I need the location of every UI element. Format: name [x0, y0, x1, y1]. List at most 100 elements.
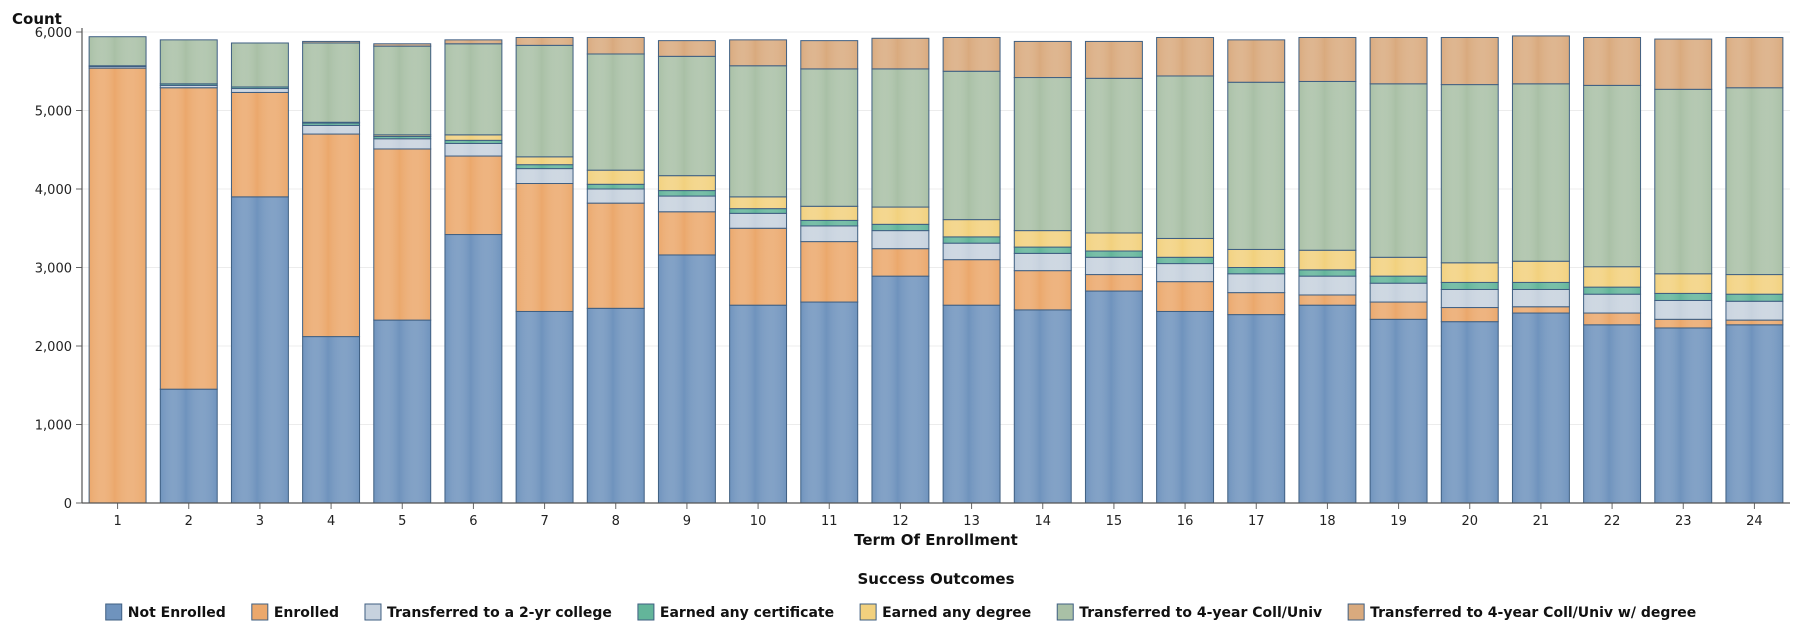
- x-tick-label: 8: [612, 514, 620, 529]
- bar-segment: [586, 188, 645, 204]
- x-tick-label: 9: [683, 514, 691, 529]
- bar-segment-sheen: [1654, 327, 1712, 503]
- bar-segment-sheen: [943, 219, 1001, 237]
- bar-segment-sheen: [1512, 282, 1570, 290]
- bar-segment-sheen: [1370, 37, 1428, 84]
- bar-segment: [1227, 273, 1286, 294]
- bar-segment: [1013, 252, 1072, 272]
- legend: Success Outcomes Not Enrolled Enrolled Tran…: [105, 570, 1696, 621]
- bar-segment: [1227, 292, 1286, 316]
- legend-label: Earned any certificate: [660, 605, 834, 621]
- bar-segment-sheen: [516, 37, 574, 46]
- bar-segment: [1298, 269, 1357, 277]
- bar-segment: [515, 168, 574, 185]
- bar-segment-sheen: [1725, 274, 1783, 295]
- bar-segment: [586, 307, 645, 504]
- bar-segment-sheen: [373, 138, 431, 149]
- legend-item: Enrolled: [251, 603, 339, 621]
- bar-segment-sheen: [1370, 83, 1428, 258]
- bar-segment: [1227, 81, 1286, 250]
- bar-segment: [1583, 84, 1642, 268]
- bar-segment: [942, 304, 1001, 504]
- bar-segment-sheen: [302, 336, 360, 503]
- bar-segment: [444, 43, 503, 136]
- bar-segment-sheen: [1725, 37, 1783, 88]
- bar-segment: [1654, 88, 1713, 275]
- bar-segment: [373, 43, 432, 47]
- x-tick-label: 24: [1746, 514, 1763, 529]
- bar-segment: [1583, 36, 1642, 86]
- bar-segment-outline: [1156, 36, 1215, 77]
- bar-segment: [515, 44, 574, 158]
- bar-segment-sheen: [231, 42, 289, 87]
- bar-segment-sheen: [587, 308, 645, 503]
- bar-segment-sheen: [587, 203, 645, 309]
- bar-segment: [444, 39, 503, 45]
- bar-segment-sheen: [1370, 319, 1428, 503]
- bar-segment-sheen: [89, 66, 147, 69]
- bar-segment-sheen: [1298, 37, 1356, 82]
- bar-segment: [1298, 275, 1357, 296]
- bar-segment-sheen: [1441, 37, 1499, 85]
- bar-segment-sheen: [1583, 287, 1641, 295]
- bar-segment: [1013, 230, 1072, 248]
- bar-segment: [444, 155, 503, 236]
- bar-segment: [942, 219, 1001, 238]
- bar-segment-sheen: [1583, 85, 1641, 267]
- bar-segment-sheen: [800, 206, 858, 221]
- bar-segment-outline: [515, 36, 574, 46]
- bar-segment-sheen: [1298, 294, 1356, 306]
- bar-segment: [1725, 324, 1784, 504]
- bar-segment: [800, 68, 859, 207]
- bar-segment-outline: [586, 36, 645, 55]
- bar-segment-sheen: [444, 234, 502, 503]
- bar-segment: [1583, 324, 1642, 504]
- bar-segment: [729, 208, 788, 214]
- bar-segment-sheen: [516, 164, 574, 169]
- bar-segment: [159, 388, 218, 504]
- bar-segment-sheen: [373, 46, 431, 135]
- legend-label: Enrolled: [274, 605, 339, 621]
- bar-segment-sheen: [516, 45, 574, 157]
- bar-segment-sheen: [729, 228, 787, 306]
- bar-segment: [1298, 249, 1357, 271]
- bar-segment: [657, 254, 716, 504]
- bar-segment-sheen: [516, 168, 574, 184]
- bar-segment-sheen: [1654, 300, 1712, 320]
- legend-item: Transferred to 4-year Coll/Univ w/ degre…: [1347, 603, 1696, 621]
- bar-segment-sheen: [1298, 269, 1356, 277]
- bar-segment-sheen: [516, 183, 574, 312]
- legend-title: Success Outcomes: [857, 570, 1014, 588]
- bar-segment: [1440, 262, 1499, 283]
- bar-segment-sheen: [1227, 273, 1285, 293]
- bar-segment: [230, 42, 289, 88]
- bar-segment: [657, 195, 716, 213]
- bar-segment: [1511, 281, 1570, 290]
- x-tick-label: 12: [892, 514, 909, 529]
- bar-segment: [88, 67, 147, 504]
- bar-segment-sheen: [1085, 78, 1143, 233]
- bar-segment-outline: [159, 39, 218, 85]
- bar-segment-sheen: [1156, 238, 1214, 258]
- bar-segment: [1511, 83, 1570, 262]
- bar-segment-sheen: [658, 40, 716, 57]
- bar-segment-sheen: [1014, 253, 1072, 271]
- bar-segment: [444, 142, 503, 157]
- bar-segment: [657, 211, 716, 256]
- bar-segment-sheen: [1725, 320, 1783, 325]
- bar-segment-sheen: [943, 305, 1001, 503]
- bar-segment-sheen: [231, 88, 289, 93]
- bar-segment-sheen: [800, 68, 858, 207]
- legend-label: Transferred to 4-year Coll/Univ: [1079, 605, 1322, 621]
- bar-segment: [515, 164, 574, 170]
- bar-segment-outline: [942, 36, 1001, 72]
- bar-segment: [1654, 38, 1713, 90]
- x-tick-label: 23: [1675, 514, 1692, 529]
- bar-segment: [373, 319, 432, 504]
- bar-segment: [1013, 77, 1072, 232]
- bar-segment-outline: [444, 39, 503, 45]
- bar-segment: [159, 87, 218, 390]
- bar-segment-sheen: [1085, 291, 1143, 503]
